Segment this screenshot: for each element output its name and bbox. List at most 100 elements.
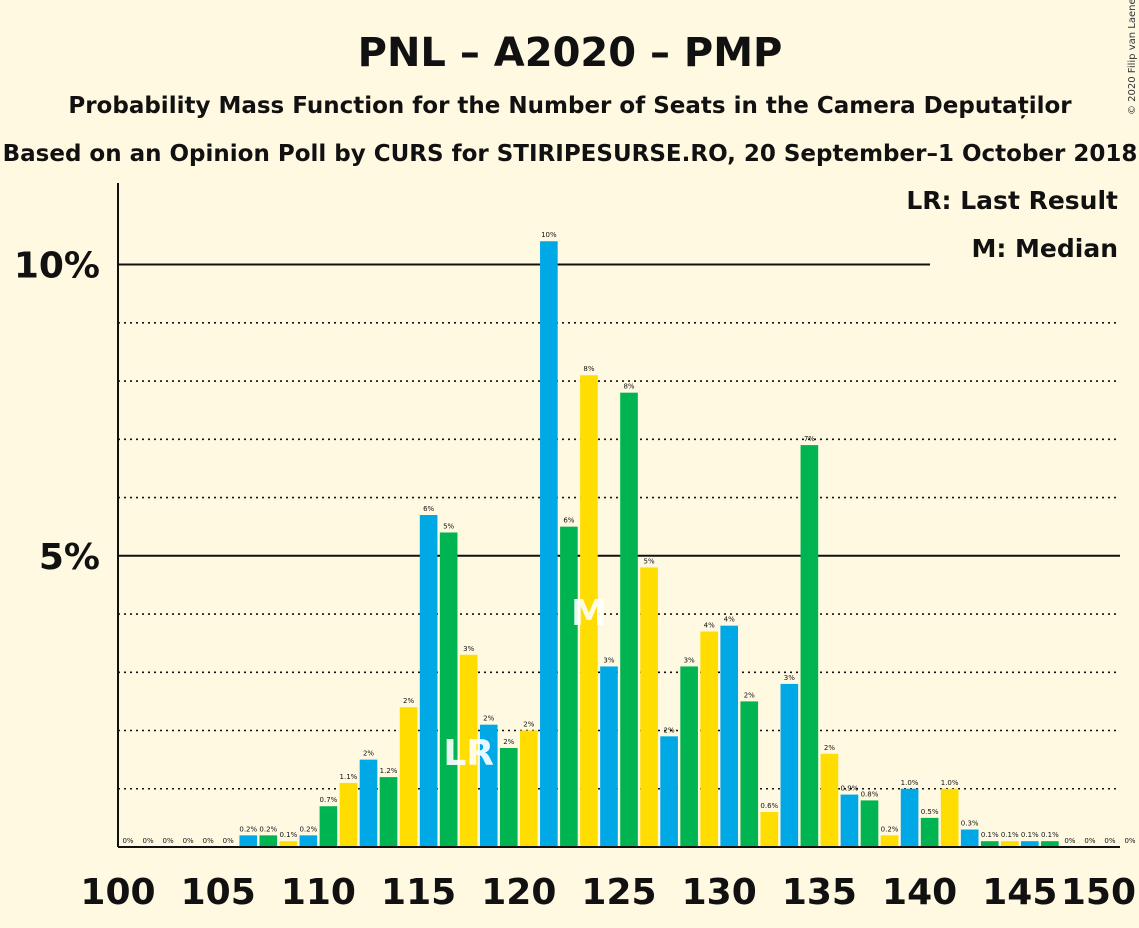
bar-seat-129 [700, 631, 718, 847]
bar-seat-145 [1021, 841, 1039, 847]
y-axis-ticks: 5% 10% [14, 246, 100, 578]
bar-label-149: 0% [1104, 837, 1115, 845]
x-tick-label: 145 [982, 872, 1057, 913]
legend-last-result: LR: Last Result [906, 186, 1118, 215]
bar-seat-107 [259, 835, 278, 847]
bar-seat-118 [479, 724, 498, 847]
bar-label-114: 2% [403, 697, 414, 705]
bar-seat-143 [980, 841, 999, 847]
bar-seat-106 [239, 835, 258, 847]
bar-seat-135 [820, 753, 839, 847]
y-tick-label: 10% [14, 246, 100, 287]
grid-lines [118, 263, 1120, 790]
bar-seat-140 [920, 817, 939, 847]
bars [239, 241, 1059, 848]
bar-seat-123 [580, 375, 598, 847]
y-tick-label: 5% [39, 537, 100, 578]
legend-background [930, 183, 1130, 283]
bar-label-116: 5% [443, 522, 454, 530]
bar-label-136: 0.9% [841, 785, 859, 793]
bar-label-110: 0.7% [320, 796, 338, 804]
bar-label-100: 0% [122, 837, 133, 845]
bar-seat-136 [840, 794, 859, 847]
bar-seat-116 [439, 532, 458, 847]
bar-label-145: 0.1% [1021, 831, 1039, 839]
bar-labels: 0% 0% 0% 0% 0% 0%0.2% 0.2%0.1%0.2%0.7%1.1%2%1.… [122, 231, 1135, 845]
x-tick-label: 105 [181, 872, 256, 913]
bar-seat-130 [720, 625, 739, 847]
bar-seat-131 [740, 701, 759, 847]
bar-label-106: 0.2% [239, 825, 257, 833]
bar-label-146: 0.1% [1041, 831, 1059, 839]
bar-label-131: 2% [744, 691, 755, 699]
bar-label-140: 0.5% [921, 808, 939, 816]
bar-label-137: 0.8% [861, 790, 879, 798]
bar-label-128: 3% [684, 656, 695, 664]
bar-label-144: 0.1% [1001, 831, 1019, 839]
bar-label-120: 2% [523, 721, 534, 729]
bar-seat-132 [760, 812, 779, 847]
bar-seat-138 [880, 835, 899, 847]
bar-seat-120 [520, 730, 538, 847]
bar-label-112: 2% [363, 750, 374, 758]
last-result-marker: LR [443, 733, 494, 774]
bar-label-138: 0.2% [881, 825, 899, 833]
bar-label-134: 7% [804, 435, 815, 443]
bar-seat-111 [339, 782, 358, 847]
bar-seat-125 [620, 392, 638, 847]
bar-label-132: 0.6% [760, 802, 778, 810]
x-tick-label: 150 [1061, 872, 1136, 913]
bar-seat-128 [680, 666, 698, 847]
bar-seat-144 [1000, 841, 1019, 847]
chart-title: PNL – A2020 – PMP [358, 30, 783, 76]
bar-label-117: 3% [463, 645, 474, 653]
bar-seat-133 [780, 683, 799, 847]
bar-seat-108 [279, 841, 298, 847]
bar-label-139: 1.0% [901, 779, 919, 787]
bar-label-123: 8% [583, 365, 594, 373]
bar-label-142: 0.3% [961, 820, 979, 828]
bar-label-148: 0% [1084, 837, 1095, 845]
x-tick-label: 130 [682, 872, 757, 913]
bar-seat-142 [960, 829, 979, 847]
bar-label-105: 0% [223, 837, 234, 845]
bar-seat-114 [399, 707, 418, 847]
bar-seat-110 [319, 806, 338, 847]
bar-label-119: 2% [503, 738, 514, 746]
bar-label-150: 0% [1124, 837, 1135, 845]
bar-label-108: 0.1% [279, 831, 297, 839]
bar-label-124: 3% [603, 656, 614, 664]
bar-seat-127 [660, 736, 678, 847]
bar-label-101: 0% [143, 837, 154, 845]
bar-seat-146 [1041, 841, 1059, 847]
bar-label-115: 6% [423, 505, 434, 513]
bar-seat-121 [540, 241, 558, 848]
x-tick-label: 100 [80, 872, 155, 913]
x-tick-label: 140 [882, 872, 957, 913]
x-tick-label: 115 [381, 872, 456, 913]
bar-label-130: 4% [724, 616, 735, 624]
bar-seat-113 [379, 777, 398, 847]
bar-label-126: 5% [644, 557, 655, 565]
bar-label-143: 0.1% [981, 831, 999, 839]
bar-seat-139 [900, 788, 919, 847]
bar-label-133: 3% [784, 674, 795, 682]
bar-label-111: 1.1% [340, 773, 358, 781]
bar-label-135: 2% [824, 744, 835, 752]
bar-label-118: 2% [483, 715, 494, 723]
bar-label-125: 8% [623, 383, 634, 391]
markers: LR M [443, 593, 606, 774]
x-tick-label: 110 [281, 872, 356, 913]
bar-seat-122 [560, 526, 578, 847]
bar-label-102: 0% [163, 837, 174, 845]
bar-seat-141 [940, 788, 959, 847]
x-tick-label: 135 [782, 872, 857, 913]
chart-subtitle-2: Based on an Opinion Poll by CURS for STI… [3, 141, 1138, 167]
bar-seat-115 [419, 515, 438, 847]
bar-label-147: 0% [1064, 837, 1075, 845]
bar-label-103: 0% [183, 837, 194, 845]
median-marker: M [571, 593, 607, 634]
bar-seat-134 [800, 445, 819, 847]
bar-label-113: 1.2% [380, 767, 398, 775]
